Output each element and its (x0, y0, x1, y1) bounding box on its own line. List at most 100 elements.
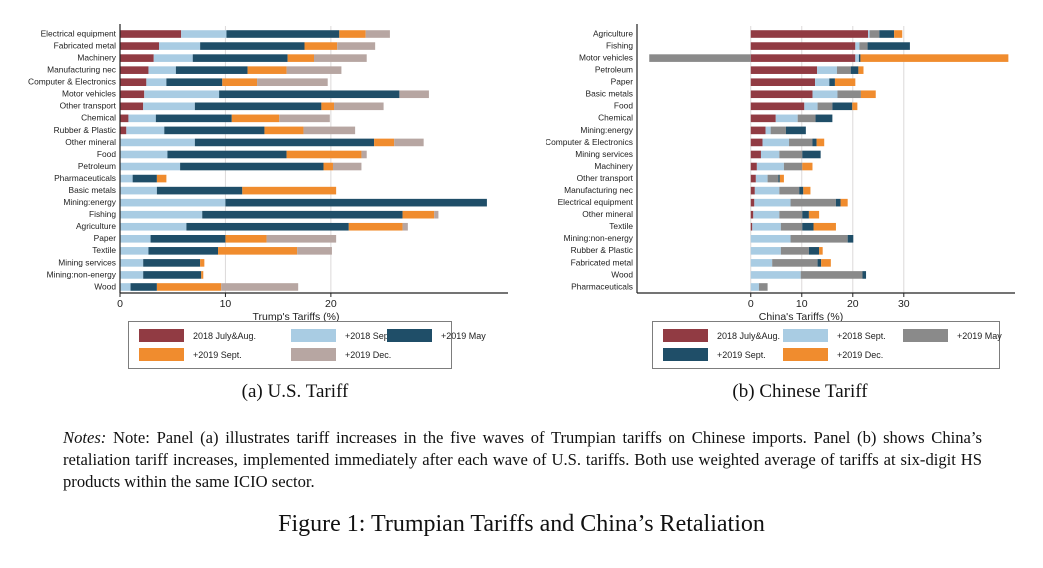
bar-segment (750, 247, 781, 255)
legend-swatch (783, 348, 828, 361)
bar-segment (266, 234, 337, 243)
bar-segment (779, 186, 800, 195)
bar-segment (181, 30, 227, 38)
notes-label: Notes: (63, 428, 107, 447)
bar-segment (323, 162, 333, 171)
bar-segment (817, 66, 837, 74)
category-label: Mining services (58, 257, 116, 267)
category-label: Electrical equipment (558, 197, 634, 207)
bar-segment (797, 114, 816, 123)
legend-label: 2018 July&Aug. (717, 330, 781, 341)
bar-segment (799, 186, 804, 195)
bar-segment (128, 114, 156, 123)
bar-segment (836, 66, 851, 74)
bar-segment (802, 162, 813, 171)
category-label: Computer & Electronics (546, 137, 633, 147)
bar-segment (120, 114, 129, 123)
bar-segment (200, 42, 305, 50)
legend-item: +2019 Sept. (139, 348, 291, 361)
bar-segment (180, 162, 324, 171)
legend-swatch (291, 348, 336, 361)
bar-segment (120, 210, 203, 219)
category-label: Basic metals (69, 185, 116, 195)
category-label: Mining services (575, 149, 633, 159)
bar-segment (143, 259, 201, 267)
bar-segment (778, 174, 780, 183)
panel-a-caption: (a) U.S. Tariff (241, 381, 349, 402)
category-label: Mining:energy (580, 125, 633, 135)
category-label: Agriculture (76, 221, 116, 231)
bar-segment (225, 234, 267, 243)
x-tick-label: 10 (220, 298, 232, 310)
x-tick-label: 20 (325, 298, 337, 310)
bar-segment (862, 271, 867, 279)
bar-segment (847, 234, 854, 243)
bar-segment (894, 30, 903, 38)
bar-segment (120, 66, 149, 74)
legend-item: 2018 July&Aug. (139, 329, 291, 342)
bar-segment (850, 66, 859, 74)
bar-segment (817, 102, 833, 111)
category-label: Computer & Electronics (28, 77, 116, 87)
bar-segment (802, 210, 809, 219)
bar-segment (816, 138, 825, 147)
bar-segment (225, 198, 487, 207)
category-label: Mining:energy (63, 197, 116, 207)
bar-segment (779, 210, 803, 219)
bar-segment (808, 247, 820, 255)
bar-segment (126, 126, 165, 135)
bar-segment (783, 162, 803, 171)
bar-segment (821, 259, 831, 267)
bar-segment (264, 126, 304, 135)
bar-segment (286, 66, 342, 74)
bar-segment (802, 150, 821, 159)
category-label: Fishing (89, 209, 116, 219)
bar-segment (120, 126, 127, 135)
bar-segment (790, 198, 836, 207)
category-label: Paper (611, 77, 634, 87)
category-label: Mining:non-energy (564, 233, 634, 243)
legend-label: +2019 May (441, 330, 486, 341)
category-label: Food (614, 101, 633, 111)
bar-segment (804, 102, 818, 111)
bar-segment (802, 222, 814, 231)
category-label: Wood (611, 269, 633, 279)
bar-segment (852, 102, 858, 111)
notes-body: Note: Panel (a) illustrates tariff incre… (63, 428, 982, 492)
bar-segment (808, 210, 820, 219)
category-label: Textile (92, 245, 116, 255)
bar-segment (803, 186, 811, 195)
bar-segment (750, 222, 753, 231)
legend-swatch (663, 348, 708, 361)
bar-segment (750, 271, 801, 279)
bar-segment (120, 150, 168, 159)
china-tariff-legend: 2018 July&Aug. +2018 Sept. +2019 May +2019 … (652, 321, 1002, 369)
bar-segment (402, 210, 435, 219)
bar-segment (286, 150, 362, 159)
legend-swatch (387, 329, 432, 342)
x-tick-label: 0 (748, 298, 754, 310)
bar-segment (750, 30, 869, 38)
bar-segment (222, 78, 258, 87)
category-label: Machinery (594, 161, 633, 171)
bar-segment (365, 30, 390, 38)
bar-segment (148, 247, 219, 255)
bar-segment (156, 186, 243, 195)
bar-segment (815, 78, 830, 87)
bar-segment (812, 138, 817, 147)
bar-segment (374, 138, 395, 147)
bar-segment (339, 30, 366, 38)
bar-segment (858, 54, 861, 62)
bar-segment (750, 259, 773, 267)
category-label: Food (97, 149, 116, 159)
bar-segment (321, 102, 335, 111)
category-label: Other mineral (65, 137, 116, 147)
bar-segment (361, 150, 367, 159)
bar-segment (279, 114, 330, 123)
legend-item: 2018 July&Aug. (663, 329, 783, 342)
bar-segment (194, 138, 375, 147)
bar-segment (840, 198, 848, 207)
bar-segment (399, 90, 429, 99)
bar-segment (166, 78, 223, 87)
bar-segment (120, 90, 145, 99)
